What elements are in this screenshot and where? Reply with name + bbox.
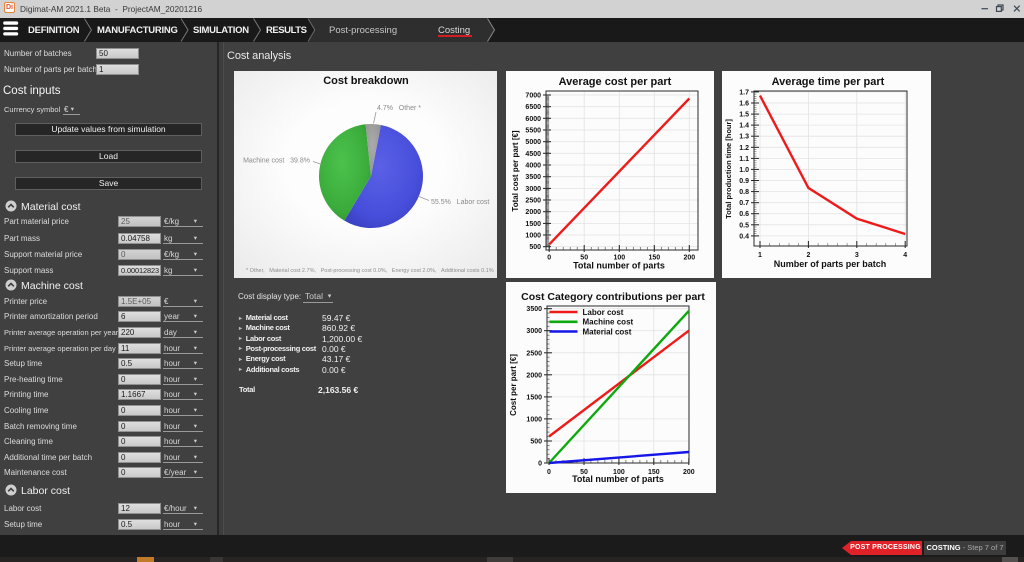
svg-text:4: 4 xyxy=(903,252,907,259)
svg-text:1.0: 1.0 xyxy=(739,167,749,174)
svg-text:0.9: 0.9 xyxy=(739,178,749,185)
svg-text:2000: 2000 xyxy=(525,209,541,216)
svg-text:1.3: 1.3 xyxy=(739,134,749,141)
svg-text:6000: 6000 xyxy=(525,116,541,123)
svg-text:200: 200 xyxy=(683,255,695,262)
svg-text:0.4: 0.4 xyxy=(739,233,749,240)
svg-text:Machine cost 39.8%: Machine cost 39.8% xyxy=(243,158,310,165)
svg-text:5500: 5500 xyxy=(525,128,541,135)
svg-text:100: 100 xyxy=(613,255,625,262)
svg-text:150: 150 xyxy=(648,469,660,476)
svg-text:1000: 1000 xyxy=(526,416,542,423)
svg-text:Average cost per part: Average cost per part xyxy=(559,76,672,88)
svg-text:100: 100 xyxy=(613,469,625,476)
svg-text:Cost per part [€]: Cost per part [€] xyxy=(509,354,518,416)
svg-text:Average time per part: Average time per part xyxy=(772,76,885,88)
svg-text:150: 150 xyxy=(648,255,660,262)
svg-text:2500: 2500 xyxy=(525,198,541,205)
svg-text:1.1: 1.1 xyxy=(739,156,749,163)
svg-text:Total number of parts: Total number of parts xyxy=(572,474,664,484)
svg-text:200: 200 xyxy=(683,469,695,476)
svg-text:0: 0 xyxy=(538,461,542,468)
svg-text:1: 1 xyxy=(758,252,762,259)
svg-text:6500: 6500 xyxy=(525,104,541,111)
svg-text:50: 50 xyxy=(580,469,588,476)
svg-text:2000: 2000 xyxy=(526,372,542,379)
svg-text:5000: 5000 xyxy=(525,139,541,146)
svg-text:3500: 3500 xyxy=(526,306,542,313)
svg-text:7000: 7000 xyxy=(525,93,541,100)
svg-text:1.2: 1.2 xyxy=(739,145,749,152)
svg-text:1.4: 1.4 xyxy=(739,123,749,130)
svg-text:Total cost per part [€]: Total cost per part [€] xyxy=(511,130,520,212)
svg-text:Labor cost: Labor cost xyxy=(583,308,624,317)
svg-text:1500: 1500 xyxy=(525,221,541,228)
svg-text:1.6: 1.6 xyxy=(739,101,749,108)
svg-text:Number of parts per batch: Number of parts per batch xyxy=(774,259,887,269)
svg-text:1.5: 1.5 xyxy=(739,112,749,119)
svg-text:Material cost: Material cost xyxy=(583,327,632,336)
svg-text:1.7: 1.7 xyxy=(739,89,749,96)
svg-text:50: 50 xyxy=(580,255,588,262)
svg-text:0: 0 xyxy=(547,255,551,262)
svg-text:Total number of parts: Total number of parts xyxy=(573,261,665,271)
svg-text:* Other, Material cost 2.7%,: * Other, Material cost 2.7%, Post-proces… xyxy=(246,268,494,274)
svg-text:3000: 3000 xyxy=(525,186,541,193)
svg-text:Total production time [hour]: Total production time [hour] xyxy=(724,119,733,219)
svg-text:Machine cost: Machine cost xyxy=(583,318,634,327)
svg-text:2500: 2500 xyxy=(526,350,542,357)
svg-text:0.5: 0.5 xyxy=(739,222,749,229)
svg-text:2: 2 xyxy=(806,252,810,259)
svg-text:500: 500 xyxy=(529,244,541,251)
svg-text:55.5% Labor cost: 55.5% Labor cost xyxy=(431,199,489,206)
svg-text:1500: 1500 xyxy=(526,394,542,401)
svg-text:1000: 1000 xyxy=(525,233,541,240)
svg-text:4500: 4500 xyxy=(525,151,541,158)
svg-text:Cost breakdown: Cost breakdown xyxy=(323,75,409,87)
svg-text:3000: 3000 xyxy=(526,328,542,335)
svg-text:0.7: 0.7 xyxy=(739,200,749,207)
svg-text:0.6: 0.6 xyxy=(739,211,749,218)
svg-text:3500: 3500 xyxy=(525,174,541,181)
svg-text:500: 500 xyxy=(530,439,542,446)
svg-text:0.8: 0.8 xyxy=(739,189,749,196)
svg-text:3: 3 xyxy=(855,252,859,259)
svg-text:Cost Category contributions pe: Cost Category contributions per part xyxy=(521,291,705,303)
svg-text:4000: 4000 xyxy=(525,163,541,170)
svg-text:4.7% Other *: 4.7% Other * xyxy=(377,105,421,112)
svg-text:0: 0 xyxy=(547,469,551,476)
